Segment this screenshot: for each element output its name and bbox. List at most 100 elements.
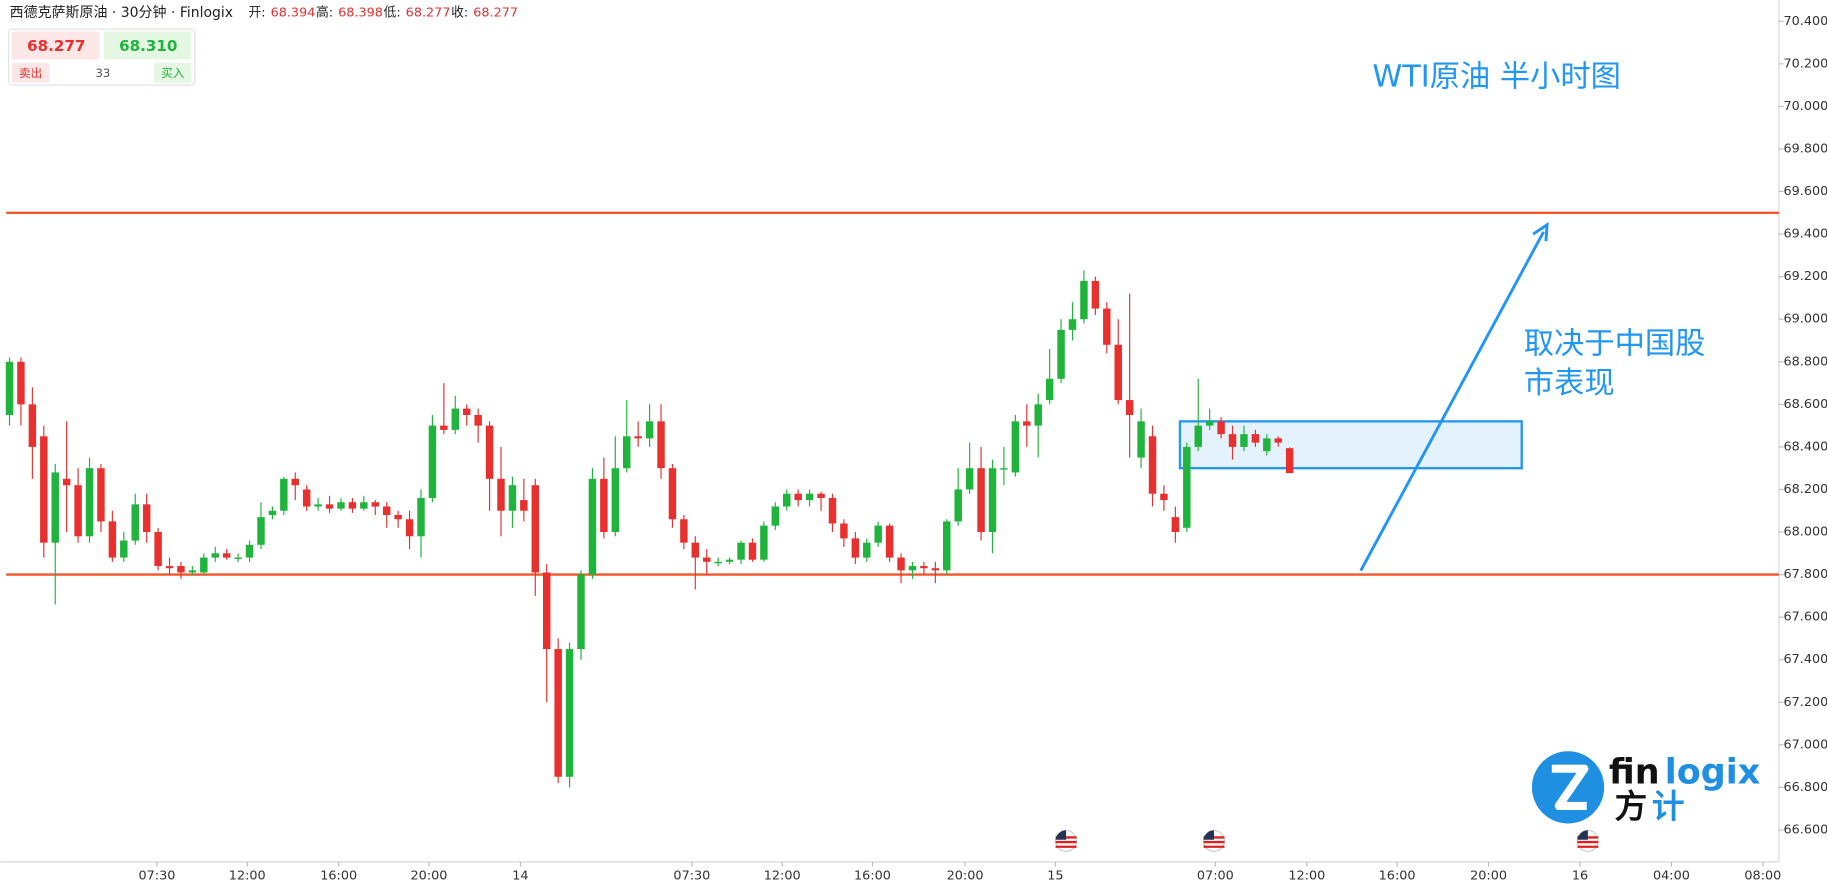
spread: 33 xyxy=(95,66,110,80)
candle-body xyxy=(920,566,928,569)
candle-body xyxy=(988,468,997,533)
candle-body xyxy=(542,572,551,650)
candle-body xyxy=(588,478,597,575)
ohlc-label: 低: xyxy=(384,5,401,20)
candle-body xyxy=(268,510,277,516)
candle-body xyxy=(17,361,25,405)
candle-body xyxy=(668,468,677,520)
candle-body xyxy=(360,502,368,509)
y-tick-label: 67.400 xyxy=(1784,652,1827,667)
x-tick-label: 14 xyxy=(512,868,528,883)
candle-body xyxy=(1000,468,1008,470)
y-tick-label: 66.800 xyxy=(1784,780,1827,795)
y-tick-label: 67.600 xyxy=(1784,610,1827,625)
candle-body xyxy=(97,468,105,522)
candle-body xyxy=(1274,438,1282,443)
candle-body xyxy=(1251,434,1260,443)
y-tick-label: 69.000 xyxy=(1784,312,1827,327)
buy-label: 买入 xyxy=(161,66,185,80)
candle-body xyxy=(85,468,94,537)
candle-body xyxy=(234,557,242,559)
y-tick-label: 68.600 xyxy=(1784,397,1827,412)
candle-body xyxy=(1103,308,1111,345)
logo-text: 方 xyxy=(1615,787,1648,825)
y-tick-label: 69.400 xyxy=(1784,227,1827,242)
buy-cell[interactable] xyxy=(154,62,192,83)
flag-us xyxy=(1202,829,1226,852)
ask-price: 68.310 xyxy=(119,37,177,55)
ohlc-value: 68.394 xyxy=(271,5,316,20)
candle-body xyxy=(1194,425,1202,447)
candle-body xyxy=(508,485,517,511)
plot xyxy=(5,211,1779,788)
candle-body xyxy=(1263,438,1271,452)
candle-body xyxy=(965,468,974,490)
candle-body xyxy=(222,553,231,558)
logo-text: 计 xyxy=(1652,787,1685,825)
x-tick-label: 20:00 xyxy=(411,868,448,883)
candle-body xyxy=(828,497,837,524)
candle-body xyxy=(771,506,780,526)
candle-body xyxy=(302,489,311,507)
range-box xyxy=(1178,420,1523,470)
ohlc-label: 开: xyxy=(248,5,265,20)
candle-body xyxy=(657,421,665,469)
candle-body xyxy=(51,472,59,543)
candle-body xyxy=(1114,344,1122,401)
candle-body xyxy=(177,566,185,573)
candle-body xyxy=(462,408,471,415)
flags xyxy=(1055,829,1599,852)
candle-body xyxy=(348,502,357,509)
x-tick-label: 12:00 xyxy=(1288,868,1325,883)
candle-body xyxy=(485,425,494,479)
y-tick-label: 68.200 xyxy=(1784,482,1827,497)
candle-body xyxy=(382,506,391,516)
candle-body xyxy=(1080,280,1088,320)
candle-body xyxy=(74,485,82,537)
candle-body xyxy=(291,478,299,486)
ask-cell[interactable] xyxy=(104,31,192,60)
candle-body xyxy=(1091,280,1100,309)
candle-body xyxy=(691,542,700,558)
candle-body xyxy=(1148,436,1157,494)
candle-body xyxy=(5,361,14,415)
candle-body xyxy=(257,517,265,545)
candle-body xyxy=(1023,421,1031,426)
candle-body xyxy=(714,561,722,564)
candle-body xyxy=(703,557,711,562)
instrument: 西德克萨斯原油 · 30分钟 · Finlogix xyxy=(10,4,233,21)
y-tick-label: 68.400 xyxy=(1784,439,1827,454)
candle-body xyxy=(1160,493,1168,501)
logo-text: logix xyxy=(1665,752,1761,792)
sell-cell[interactable] xyxy=(12,62,50,83)
candle-body xyxy=(680,519,688,543)
candle-body xyxy=(120,540,128,558)
candle-body xyxy=(1240,434,1248,447)
candle-body xyxy=(977,468,985,533)
candle-body xyxy=(325,504,334,509)
candle-body xyxy=(817,493,825,498)
candle-body xyxy=(1228,434,1237,447)
candle-body xyxy=(851,538,860,558)
y-tick-label: 67.000 xyxy=(1784,737,1827,752)
candle-body xyxy=(211,553,219,558)
x-tick-label: 16 xyxy=(1572,868,1588,883)
bid-cell[interactable] xyxy=(12,31,100,60)
candle-body xyxy=(600,478,608,533)
candle-body xyxy=(405,519,414,537)
x-tick-label: 16:00 xyxy=(1379,868,1416,883)
note-line: 取决于中国股 xyxy=(1524,326,1706,361)
candle-body xyxy=(897,557,905,571)
x-tick-label: 16:00 xyxy=(320,868,357,883)
candle-body xyxy=(40,436,48,543)
ohlc-label: 高: xyxy=(316,4,333,20)
logo-z xyxy=(1551,764,1589,811)
candle-body xyxy=(737,542,745,560)
flag-us xyxy=(1055,829,1078,852)
candle-body xyxy=(337,502,345,509)
ohlc-value: 68.398 xyxy=(338,5,383,20)
y-tick-label: 69.600 xyxy=(1784,184,1827,199)
bid-price: 68.277 xyxy=(27,37,85,55)
candle-body xyxy=(554,649,562,777)
